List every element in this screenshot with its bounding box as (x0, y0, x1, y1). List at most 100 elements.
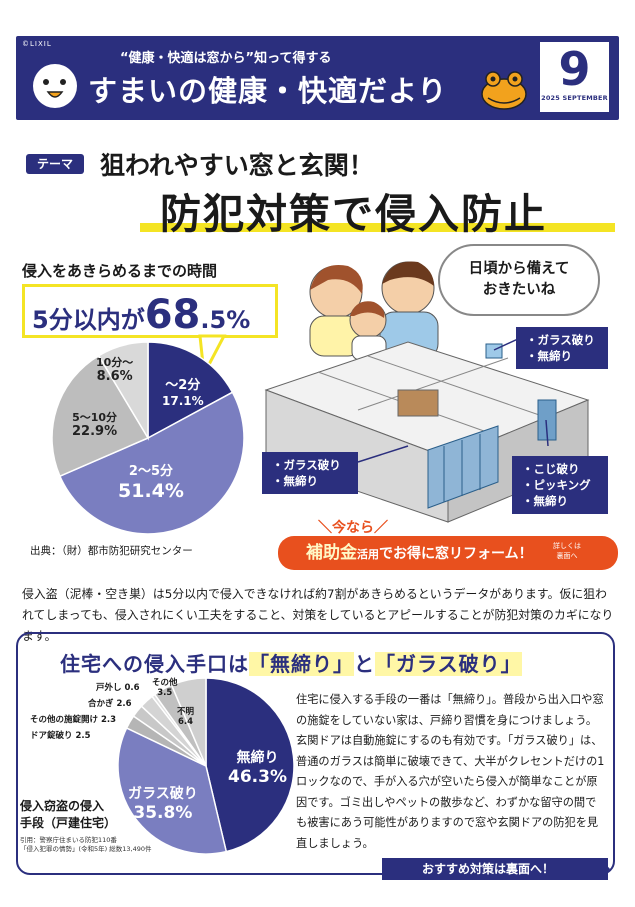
subsidy-mid-text: 活用 (357, 548, 379, 561)
issue-date: 2025 SEPTEMBER (541, 94, 608, 102)
arrow-right-icon (590, 858, 610, 880)
pie1-val-2: 22.9% (72, 424, 118, 440)
callout-item: ・ピッキング (522, 478, 591, 492)
callout-item: ・こじ破り (522, 462, 580, 476)
pie2-cat-4: 合かぎ (88, 699, 114, 709)
callout-front-door: ・こじ破り ・ピッキング ・無締り (512, 456, 608, 514)
details-note: 詳しくは 裏面へ (553, 541, 581, 561)
sec2-title-q1: 「無締り」 (249, 652, 354, 676)
pie2-label-6: その他 3.5 (152, 678, 178, 698)
pie2-val-7: 6.4 (177, 717, 194, 727)
pie2-val-4: 2.6 (116, 699, 132, 709)
sec2-title-mid: と (354, 652, 375, 676)
pie2-val-5: 0.6 (124, 683, 140, 693)
pie1-label-1: 2〜5分 51.4% (118, 464, 184, 502)
subsidy-rest-text: でお得に窓リフォーム！ (379, 546, 533, 562)
sec2-title-q2: 「ガラス破り」 (375, 652, 522, 676)
methods-title-line-2: 手段（戸建住宅） (20, 816, 117, 830)
pie2-label-2: ドア錠破り 2.5 (30, 729, 91, 741)
details-line-2: 裏面へ (556, 552, 578, 560)
theme-subheading: 狙われやすい窓と玄関！ (100, 151, 374, 180)
pie1-val-0: 17.1% (162, 393, 204, 408)
callout-item: ・無締り (272, 474, 318, 488)
section2-body: 住宅に侵入する手段の一番は「無締り」。普段から出入口や窓の施錠をしていない家は、… (296, 693, 605, 850)
pie2-slice-0 (205, 677, 295, 853)
pie1-slice-3 (97, 341, 149, 441)
pie1-slice-2 (51, 354, 150, 478)
subsidy-now-label: ＼今なら／ (318, 520, 388, 536)
recommend-banner[interactable]: おすすめ対策は裏面へ！ (382, 858, 608, 880)
pie2-cat-1: ガラス破り (128, 786, 198, 802)
sec2-title-pre: 住宅への侵入手口は (60, 652, 249, 676)
callout-item: ・ガラス破り (272, 458, 341, 472)
pie2-label-0: 無締り 46.3% (228, 750, 287, 787)
methods-title-line-1: 侵入窃盗の侵入 (20, 799, 105, 813)
pie2-val-2: 2.5 (75, 731, 91, 741)
methods-citation: 引用：警察庁住まいる防犯110番 「侵入犯罪の情勢」(令和5年) 総数13,49… (20, 836, 152, 854)
headline-underline (140, 223, 615, 232)
pie1-label-2: 5〜10分 22.9% (72, 411, 117, 440)
header-subtitle: “健康・快適は窓から”知って得する (120, 51, 332, 66)
details-line-1: 詳しくは (553, 542, 581, 550)
bubble-line-2: おきたいね (482, 282, 556, 298)
highlight-value: 68 (144, 292, 201, 338)
frog-mascot-icon (481, 71, 527, 110)
pie2-label-1: ガラス破り 35.8% (128, 786, 198, 823)
highlight-box (22, 284, 278, 338)
bird-mascot-icon (33, 64, 77, 108)
pie1-label-0: 〜2分 17.1% (162, 378, 204, 408)
methods-chart-title: 侵入窃盗の侵入 手段（戸建住宅） (20, 798, 116, 832)
callout-item: ・無締り (526, 349, 572, 363)
callout-item: ・無締り (522, 494, 568, 508)
subsidy-now-text: 今なら (332, 520, 374, 536)
pie2-cat-5: 戸外し (96, 683, 122, 693)
intro-paragraph: 侵入盗（泥棒・空き巣）は5分以内で侵入できなければ約7割があきらめるというデータ… (22, 587, 614, 643)
highlight-prefix: 5分以内が (32, 306, 145, 334)
time-chart-heading: 侵入をあきらめるまでの時間 (22, 262, 218, 280)
time-pie-chart (51, 341, 245, 535)
pie2-slice-1 (117, 727, 228, 855)
pie1-cat-0: 〜2分 (165, 378, 201, 393)
citation-line-1: 引用：警察庁住まいる防犯110番 (20, 836, 117, 844)
header-title: すまいの健康・快適だより (88, 74, 448, 108)
theme-headline: 防犯対策で侵入防止 (160, 190, 547, 238)
issue-number: 9 (558, 42, 591, 96)
pie1-cat-1: 2〜5分 (128, 464, 173, 479)
highlight-stat: 5分以内が68.5% (32, 292, 250, 338)
citation-line-2: 「侵入犯罪の情勢」(令和5年) 総数13,490件 (20, 845, 152, 853)
methods-pie-chart (117, 677, 295, 855)
brand-logo-text: ©LIXIL (22, 40, 52, 48)
callout-window-lower: ・ガラス破り ・無締り (262, 452, 358, 494)
subsidy-large-text: 補助金 (306, 543, 357, 563)
pie2-cat-3: その他の施錠開け (30, 715, 99, 725)
pie1-val-3: 8.6% (96, 369, 133, 385)
pie2-label-3: その他の施錠開け 2.3 (30, 713, 116, 725)
highlight-suffix: .5% (200, 306, 251, 334)
theme-tag: テーマ (26, 154, 84, 174)
pie2-cat-0: 無締り (236, 750, 279, 766)
pie2-label-4: 合かぎ 2.6 (88, 697, 132, 709)
issue-box: 9 2025 SEPTEMBER (538, 40, 611, 114)
pie1-cat-3: 10分〜 (96, 356, 134, 369)
subsidy-banner[interactable]: 補助金活用でお得に窓リフォーム！ (278, 536, 618, 570)
callout-window-upper: ・ガラス破り ・無締り (516, 327, 608, 369)
intrusion-methods-section (16, 632, 615, 875)
source-note: 出典：（財）都市防犯研究センター (30, 545, 193, 557)
pie2-cat-7: 不明 (177, 707, 195, 717)
pie1-val-1: 51.4% (118, 479, 184, 502)
pie2-label-5: 戸外し 0.6 (96, 681, 140, 693)
pie2-val-1: 35.8% (133, 802, 193, 823)
pie1-slice-1 (58, 391, 245, 535)
speech-bubble: 日頃から備えて おきたいね (438, 244, 600, 316)
pie2-cat-6: その他 (152, 678, 178, 688)
pie2-val-6: 3.5 (157, 688, 173, 698)
pie2-label-7: 不明 6.4 (177, 707, 194, 727)
section2-title: 住宅への侵入手口は「無締り」と「ガラス破り」 (60, 648, 522, 677)
pie2-val-3: 2.3 (100, 715, 117, 725)
pie1-slice-0 (147, 341, 234, 440)
pie1-label-3: 10分〜 8.6% (96, 356, 133, 385)
pie1-cat-2: 5〜10分 (72, 411, 118, 424)
pie2-slice-7 (170, 677, 207, 767)
pie2-val-0: 46.3% (228, 766, 287, 787)
callout-item: ・ガラス破り (526, 333, 595, 347)
